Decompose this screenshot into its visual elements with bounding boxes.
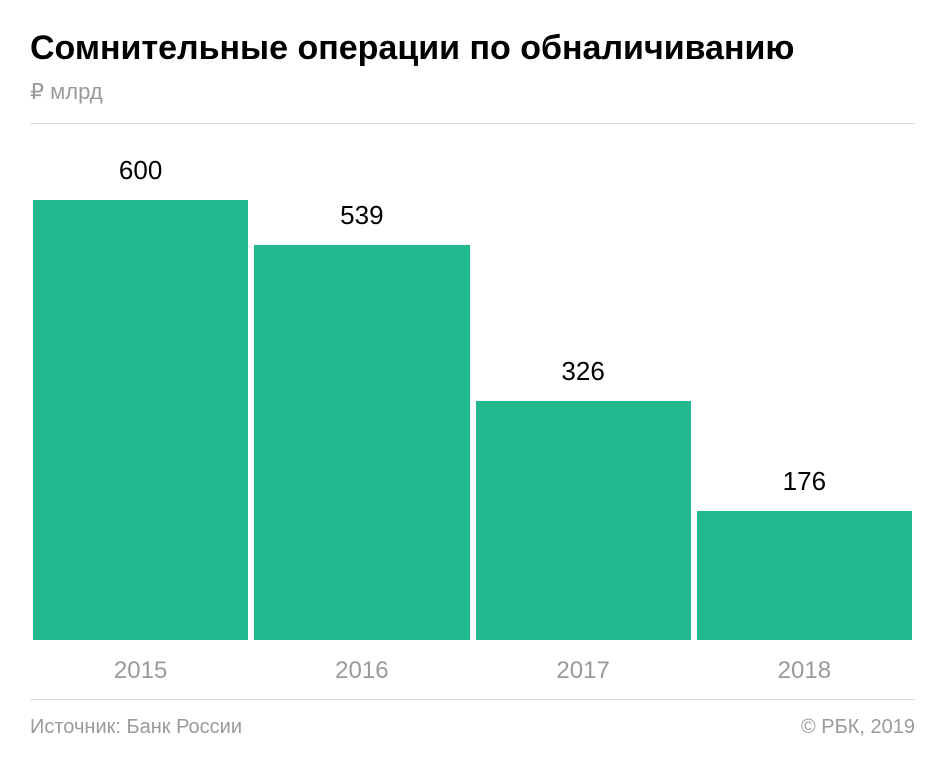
bar-rect: [33, 200, 248, 640]
bar-rect: [254, 245, 469, 640]
bar-label: 2015: [30, 657, 251, 685]
bar-slot: 326: [473, 148, 694, 640]
footer: Источник: Банк России © РБК, 2019: [30, 700, 915, 739]
labels-row: 2015 2016 2017 2018: [30, 657, 915, 685]
bar-rect: [697, 511, 912, 640]
bar-label: 2016: [251, 657, 472, 685]
bar-slot: 539: [251, 148, 472, 640]
source-text: Источник: Банк России: [30, 716, 242, 739]
chart-title: Сомнительные операции по обналичиванию: [30, 28, 915, 69]
bar-value: 176: [697, 466, 912, 497]
bars-row: 600 539 326 176: [30, 148, 915, 641]
bar-slot: 600: [30, 148, 251, 640]
bar-slot: 176: [694, 148, 915, 640]
bar-rect: [476, 401, 691, 640]
copyright-text: © РБК, 2019: [801, 716, 915, 739]
bar-label: 2017: [473, 657, 694, 685]
bar-value: 600: [33, 155, 248, 186]
chart-subtitle: ₽ млрд: [30, 79, 915, 105]
bar-value: 326: [476, 356, 691, 387]
bar-label: 2018: [694, 657, 915, 685]
chart-area: 600 539 326 176 2015 2016 2017 2018: [30, 124, 915, 699]
bar-value: 539: [254, 200, 469, 231]
